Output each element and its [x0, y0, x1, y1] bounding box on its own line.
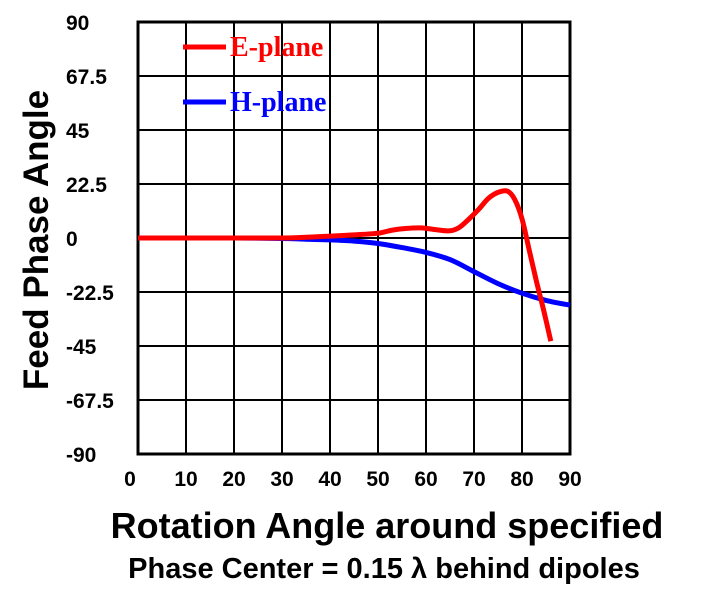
- x-tick-label: 0: [124, 468, 136, 491]
- series-line-h-plane: [137, 235, 571, 308]
- y-tick-label: -22.5: [66, 282, 114, 305]
- x-tick-label: 60: [414, 468, 437, 491]
- y-tick-label: -90: [66, 444, 96, 467]
- legend: E-plane H-plane: [183, 32, 326, 118]
- y-tick-label: -45: [66, 336, 97, 359]
- x-tick-label: 70: [462, 468, 485, 491]
- x-tick-label: 40: [318, 468, 341, 491]
- series-line-e-plane: [137, 188, 554, 342]
- legend-label-h-plane: H-plane: [230, 87, 326, 118]
- x-axis-subtitle: Phase Center = 0.15 λ behind dipoles: [128, 553, 640, 585]
- y-tick-label: 45: [66, 120, 90, 143]
- legend-label-e-plane: E-plane: [230, 32, 323, 63]
- y-tick-label: 90: [66, 12, 89, 35]
- y-tick-labels: 90 67.5 45 22.5 0 -22.5 -45 -67.5 -90: [66, 12, 114, 467]
- y-tick-label: -67.5: [66, 390, 114, 413]
- x-tick-label: 30: [270, 468, 293, 491]
- series-lines: [137, 188, 571, 342]
- x-tick-label: 10: [174, 468, 197, 491]
- y-tick-label: 67.5: [66, 66, 107, 89]
- x-tick-labels: 0 10 20 30 40 50 60 70 80 90: [124, 468, 582, 491]
- x-axis-label: Rotation Angle around specified: [111, 505, 664, 546]
- x-tick-label: 50: [366, 468, 389, 491]
- x-tick-label: 80: [510, 468, 533, 491]
- y-axis-label: Feed Phase Angle: [17, 90, 56, 390]
- y-tick-label: 22.5: [66, 174, 107, 197]
- y-tick-label: 0: [66, 228, 78, 251]
- x-tick-label: 90: [558, 468, 581, 491]
- x-tick-label: 20: [222, 468, 245, 491]
